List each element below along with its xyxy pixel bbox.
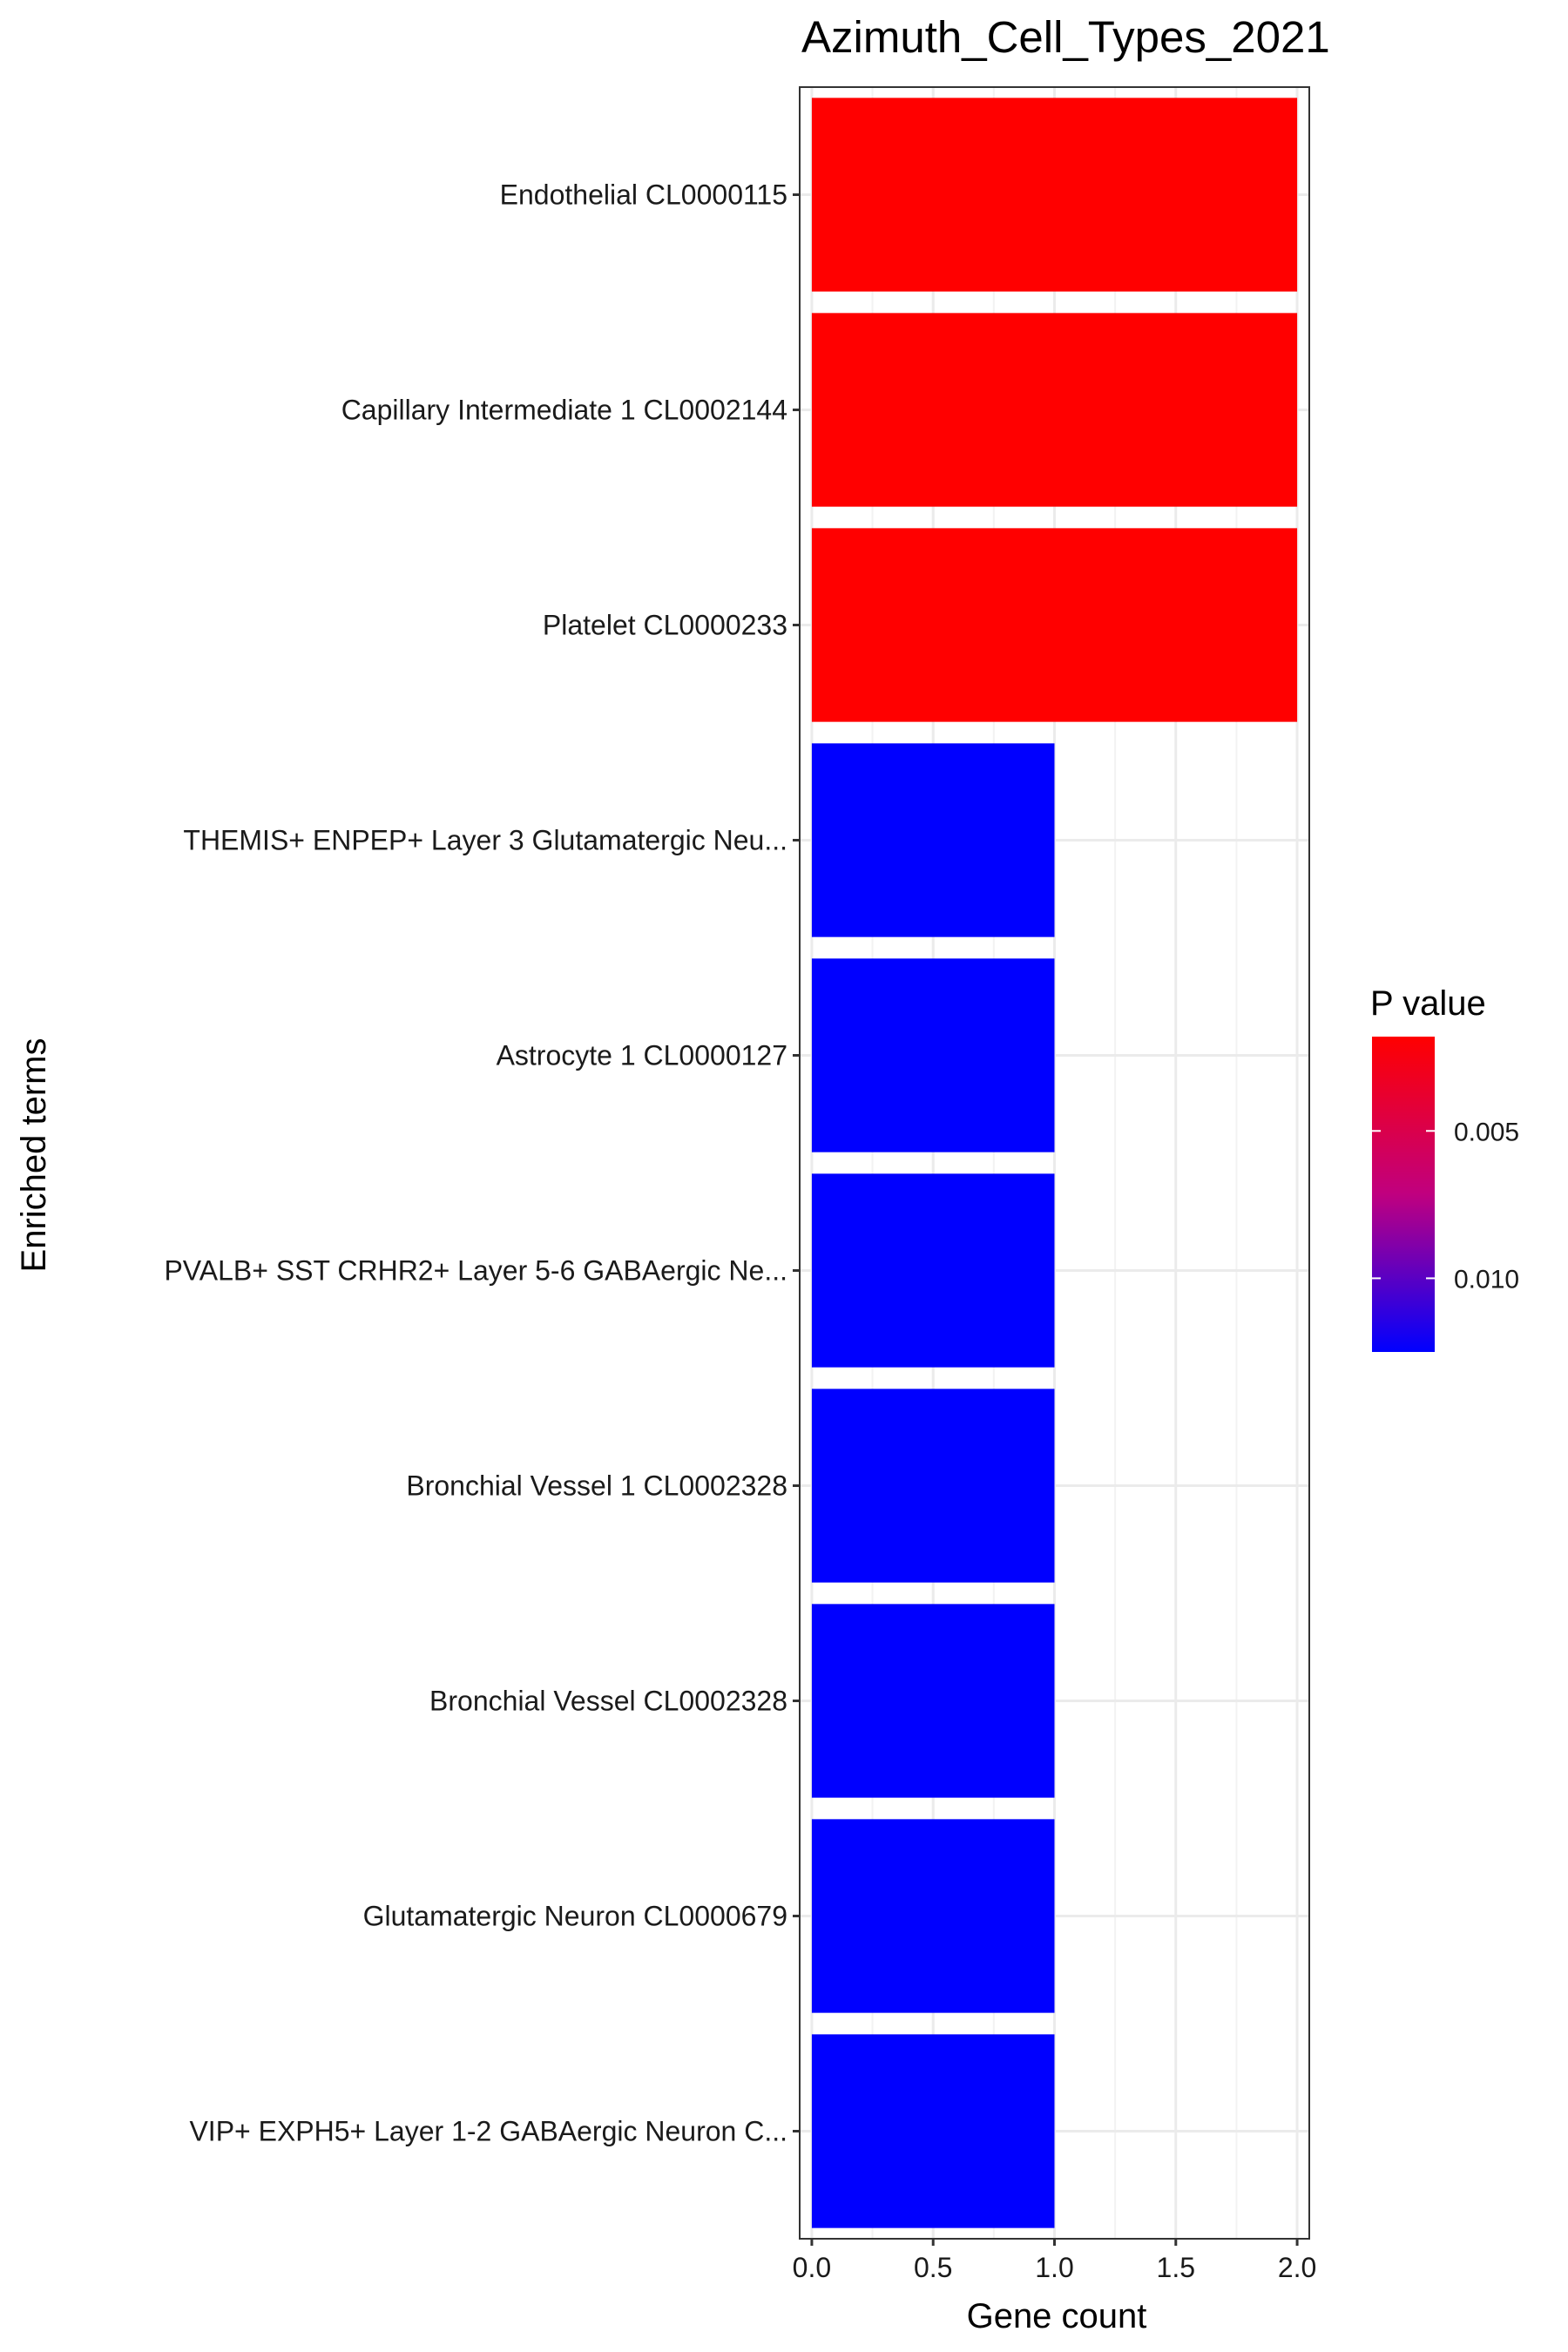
legend-tick-label: 0.005 (1454, 1118, 1519, 1146)
bar (811, 2034, 1055, 2228)
legend-title: P value (1370, 984, 1486, 1023)
y-tick-label: PVALB+ SST CRHR2+ Layer 5-6 GABAergic Ne… (164, 1255, 787, 1287)
bar (811, 528, 1298, 722)
y-tick-label: Bronchial Vessel 1 CL0002328 (406, 1470, 787, 1502)
y-tick-label: Endothelial CL0000115 (500, 179, 787, 211)
bar (811, 1819, 1055, 2013)
x-tick-label: 1.0 (1035, 2252, 1073, 2283)
plot-panel (799, 86, 1310, 2240)
bar (811, 313, 1298, 507)
bar (811, 1173, 1055, 1368)
x-tick-label: 1.5 (1157, 2252, 1195, 2283)
bar (811, 1389, 1055, 1583)
legend: P value 0.005 0.010 (1370, 984, 1519, 1352)
x-axis: 0.0 0.5 1.0 1.5 2.0 (793, 2239, 1316, 2283)
y-axis-title: Enriched terms (15, 1038, 53, 1273)
y-tick-label: Bronchial Vessel CL0002328 (429, 1686, 787, 1717)
y-tick-label: Platelet CL0000233 (543, 610, 787, 641)
x-tick-label: 2.0 (1278, 2252, 1316, 2283)
bar (811, 98, 1298, 292)
y-tick-label: THEMIS+ ENPEP+ Layer 3 Glutamatergic Neu… (183, 825, 787, 856)
legend-colorbar (1372, 1037, 1435, 1352)
y-axis: Endothelial CL0000115 Capillary Intermedi… (164, 179, 800, 2147)
x-axis-title: Gene count (967, 2297, 1147, 2335)
x-tick-label: 0.5 (914, 2252, 952, 2283)
y-tick-label: Capillary Intermediate 1 CL0002144 (341, 395, 787, 426)
legend-tick-label: 0.010 (1454, 1265, 1519, 1294)
y-tick-label: Glutamatergic Neuron CL0000679 (363, 1901, 787, 1932)
bar (811, 958, 1055, 1152)
x-tick-label: 0.0 (793, 2252, 831, 2283)
bar (811, 743, 1055, 937)
bar (811, 1604, 1055, 1798)
y-tick-label: VIP+ EXPH5+ Layer 1-2 GABAergic Neuron C… (189, 2116, 787, 2147)
y-tick-label: Astrocyte 1 CL0000127 (497, 1040, 787, 1071)
chart-title: Azimuth_Cell_Types_2021 (801, 12, 1330, 62)
